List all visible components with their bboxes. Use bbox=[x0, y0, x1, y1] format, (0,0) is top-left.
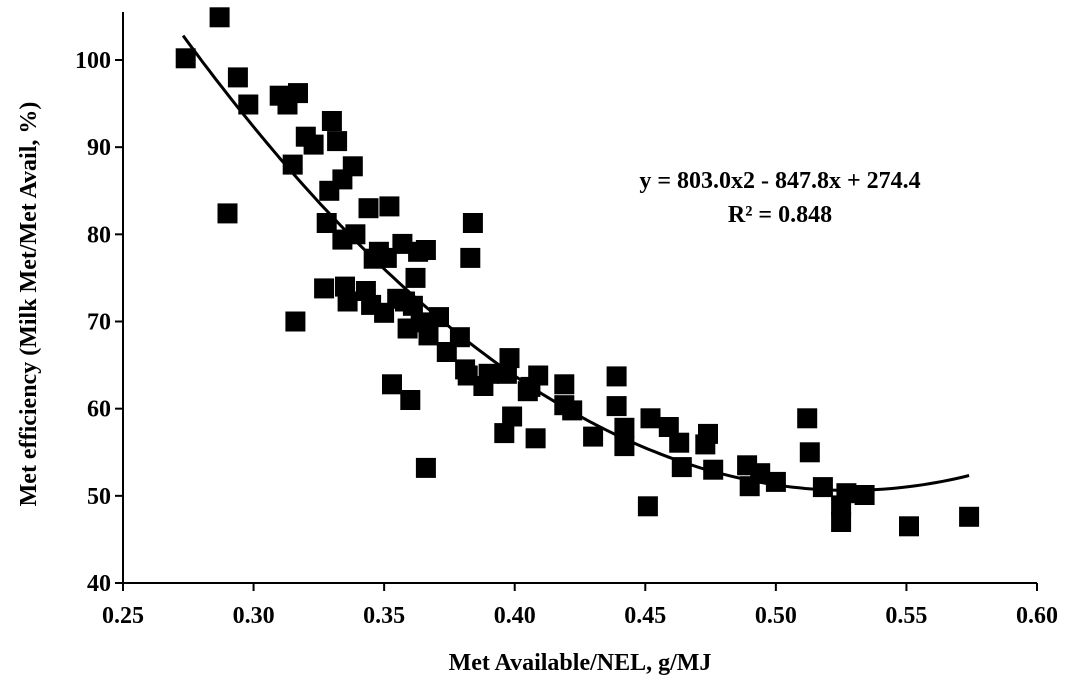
x-tick-label: 0.30 bbox=[233, 603, 275, 629]
data-point bbox=[500, 348, 520, 368]
data-point bbox=[813, 477, 833, 497]
r-squared-label: R² = 0.848 bbox=[728, 202, 832, 228]
x-tick-label: 0.35 bbox=[363, 603, 405, 629]
data-point bbox=[283, 155, 303, 175]
data-point bbox=[304, 135, 324, 155]
trendline bbox=[183, 36, 969, 491]
data-point bbox=[614, 418, 634, 438]
data-point bbox=[343, 156, 363, 176]
x-tick-label: 0.55 bbox=[885, 603, 927, 629]
y-tick-label: 50 bbox=[87, 484, 111, 510]
data-point bbox=[583, 427, 603, 447]
data-point bbox=[416, 240, 436, 260]
data-point bbox=[406, 268, 426, 288]
data-point bbox=[314, 278, 334, 298]
data-point bbox=[554, 374, 574, 394]
data-point bbox=[641, 408, 661, 428]
data-point bbox=[797, 408, 817, 428]
data-point bbox=[322, 111, 342, 131]
data-point bbox=[419, 325, 439, 345]
y-tick-label: 100 bbox=[75, 48, 111, 74]
data-point bbox=[460, 248, 480, 268]
x-tick-label: 0.25 bbox=[102, 603, 144, 629]
data-point bbox=[450, 327, 470, 347]
data-point bbox=[400, 390, 420, 410]
y-axis-title: Met efficiency (Milk Met/Met Avail, %) bbox=[16, 102, 42, 507]
data-point bbox=[228, 67, 248, 87]
x-tick-label: 0.45 bbox=[624, 603, 666, 629]
data-point bbox=[528, 366, 548, 386]
data-point bbox=[959, 507, 979, 527]
data-point bbox=[562, 400, 582, 420]
data-point bbox=[382, 374, 402, 394]
data-point bbox=[176, 48, 196, 68]
data-point bbox=[479, 364, 499, 384]
data-point bbox=[703, 460, 723, 480]
data-point bbox=[831, 512, 851, 532]
y-tick-label: 60 bbox=[87, 397, 111, 423]
data-point bbox=[338, 292, 358, 312]
y-tick-label: 90 bbox=[87, 135, 111, 161]
data-point bbox=[502, 407, 522, 427]
data-point bbox=[238, 95, 258, 115]
data-point bbox=[638, 496, 658, 516]
y-tick-label: 40 bbox=[87, 571, 111, 597]
data-point bbox=[359, 198, 379, 218]
data-point bbox=[463, 213, 483, 233]
data-point bbox=[526, 428, 546, 448]
data-point bbox=[698, 424, 718, 444]
x-tick-label: 0.60 bbox=[1016, 603, 1058, 629]
data-point bbox=[607, 366, 627, 386]
y-ticks: 40 50 60 70 80 90 100 bbox=[75, 48, 123, 597]
data-point bbox=[327, 131, 347, 151]
data-point bbox=[416, 458, 436, 478]
data-point bbox=[899, 516, 919, 536]
x-axis-title: Met Available/NEL, g/MJ bbox=[449, 650, 712, 676]
data-point bbox=[614, 436, 634, 456]
data-point bbox=[836, 483, 856, 503]
data-point bbox=[672, 457, 692, 477]
x-ticks: 0.25 0.30 0.35 0.40 0.45 0.50 0.55 0.60 bbox=[102, 583, 1058, 629]
data-point bbox=[429, 307, 449, 327]
trendline-equation: y = 803.0x2 - 847.8x + 274.4 bbox=[639, 168, 920, 194]
data-point bbox=[210, 7, 230, 27]
axes bbox=[123, 12, 1037, 583]
data-point bbox=[607, 396, 627, 416]
data-point bbox=[218, 203, 238, 223]
data-point bbox=[345, 224, 365, 244]
data-point bbox=[379, 196, 399, 216]
data-point bbox=[285, 312, 305, 332]
y-tick-label: 70 bbox=[87, 310, 111, 336]
data-point bbox=[766, 472, 786, 492]
y-tick-label: 80 bbox=[87, 222, 111, 248]
x-tick-label: 0.40 bbox=[494, 603, 536, 629]
data-points bbox=[176, 7, 979, 536]
data-point bbox=[800, 442, 820, 462]
data-point bbox=[669, 433, 689, 453]
data-point bbox=[855, 485, 875, 505]
x-tick-label: 0.50 bbox=[755, 603, 797, 629]
data-point bbox=[288, 83, 308, 103]
